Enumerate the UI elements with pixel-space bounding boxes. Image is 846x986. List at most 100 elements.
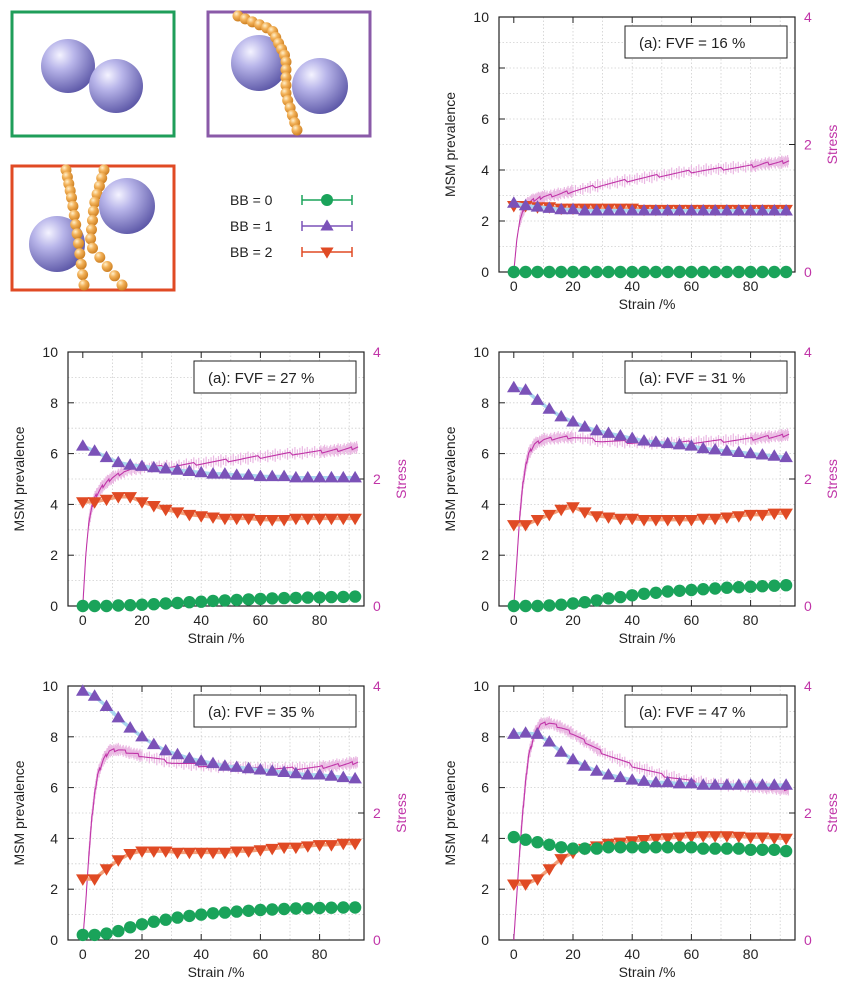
data-point-bb0 <box>206 594 220 608</box>
data-point-bb2 <box>518 520 533 532</box>
data-point-bb1 <box>300 470 315 483</box>
data-point-bb2 <box>206 847 220 860</box>
plot-area: 0 20 40 60 80 0 2 4 6 8 10 0 2 4 <box>473 344 812 628</box>
data-point-bb0 <box>768 265 781 279</box>
data-point-bb1 <box>507 196 521 208</box>
legend-label-bb0: BB = 0 <box>230 192 273 208</box>
y-tick-label: 8 <box>481 729 489 745</box>
series-bb0 <box>76 901 362 942</box>
data-point-bb1 <box>743 778 758 790</box>
x-tick-label: 60 <box>253 612 269 628</box>
x-tick-label: 60 <box>684 612 700 628</box>
data-point-bb2 <box>649 515 663 527</box>
data-point-bb0 <box>614 841 627 854</box>
data-point-bb0 <box>732 265 745 279</box>
x-tick-label: 20 <box>134 946 150 962</box>
data-point-bb0 <box>277 591 291 605</box>
fiber-bead <box>78 279 90 291</box>
sphere-left <box>29 216 85 272</box>
y-tick-label: 10 <box>473 678 489 694</box>
data-point-bb1 <box>696 441 711 454</box>
fiber-bead <box>116 279 128 291</box>
data-point-bb1 <box>135 459 149 471</box>
data-point-bb1 <box>589 423 604 436</box>
data-point-bb2 <box>253 845 268 857</box>
x-tick-label: 0 <box>510 278 518 294</box>
data-point-bb0 <box>779 844 793 858</box>
x-tick-label: 80 <box>312 946 328 962</box>
data-point-bb1 <box>743 204 758 216</box>
data-point-bb0 <box>661 585 674 598</box>
series-bb0 <box>507 265 793 279</box>
data-point-bb0 <box>301 591 314 604</box>
annotation-box <box>624 694 788 728</box>
data-point-bb1 <box>589 204 604 216</box>
data-point-bb0 <box>135 598 149 611</box>
data-point-bb1 <box>135 730 149 742</box>
data-point-bb1 <box>530 200 545 212</box>
y2-axis-label: Stress <box>393 793 409 833</box>
data-point-bb1 <box>123 458 137 470</box>
data-point-bb0 <box>519 833 532 846</box>
data-point-bb1 <box>194 754 208 766</box>
data-point-bb1 <box>696 204 711 216</box>
y2-tick-label: 0 <box>373 598 381 614</box>
stress-line <box>82 748 359 941</box>
data-point-bb1 <box>312 470 327 483</box>
data-point-bb1 <box>660 436 675 449</box>
data-point-bb0 <box>230 593 243 607</box>
stress-line <box>513 721 790 941</box>
data-point-bb1 <box>182 464 197 476</box>
fiber-chain <box>85 164 128 291</box>
x-axis-label: Strain /% <box>619 296 676 312</box>
data-point-bb1 <box>589 764 604 776</box>
data-point-bb0 <box>649 586 663 599</box>
y-axis-label: MSM prevalence <box>11 426 27 531</box>
data-point-bb2 <box>554 854 568 866</box>
data-point-bb0 <box>183 909 196 923</box>
legend-marker-bb0 <box>321 194 333 206</box>
data-point-bb2 <box>696 831 711 843</box>
data-point-bb1 <box>111 710 126 723</box>
data-point-bb2 <box>542 864 557 876</box>
y-tick-label: 10 <box>473 9 489 25</box>
panel-annotation: (a): FVF = 27 % <box>208 370 314 387</box>
series-bb1 <box>507 726 793 790</box>
data-point-bb2 <box>625 513 639 526</box>
data-point-bb2 <box>518 879 533 891</box>
data-point-bb1 <box>99 450 114 463</box>
data-point-bb2 <box>87 497 102 509</box>
data-point-bb2 <box>660 515 675 527</box>
data-point-bb1 <box>336 470 351 483</box>
y2-axis-label: Stress <box>824 793 840 833</box>
series-bb0 <box>507 830 793 858</box>
sphere-right <box>89 59 143 113</box>
data-point-bb1 <box>289 470 303 483</box>
data-point-bb0 <box>313 591 326 604</box>
sphere-right <box>99 178 155 234</box>
data-point-bb2 <box>253 515 268 527</box>
data-point-bb0 <box>254 903 267 917</box>
data-point-bb1 <box>324 470 339 483</box>
y-tick-label: 8 <box>481 60 489 76</box>
data-point-bb1 <box>720 444 734 456</box>
y-tick-label: 10 <box>42 344 58 360</box>
data-point-bb1 <box>708 778 722 790</box>
fiber-bead <box>70 219 82 231</box>
data-point-bb0 <box>566 265 580 279</box>
y-tick-label: 8 <box>481 395 489 411</box>
data-point-bb2 <box>708 831 722 843</box>
fiber-chain <box>60 164 90 291</box>
data-point-bb0 <box>661 265 674 279</box>
data-point-bb0 <box>555 841 568 854</box>
series-bb2 <box>76 492 362 527</box>
data-point-bb0 <box>590 594 603 607</box>
panel-annotation: (a): FVF = 35 % <box>208 704 314 721</box>
fiber-bead <box>67 200 79 212</box>
data-point-bb1 <box>324 769 339 781</box>
data-point-bb1 <box>601 768 616 780</box>
data-point-bb1 <box>170 747 185 760</box>
legend-marker-bb2 <box>320 247 334 259</box>
data-point-bb2 <box>182 509 197 522</box>
